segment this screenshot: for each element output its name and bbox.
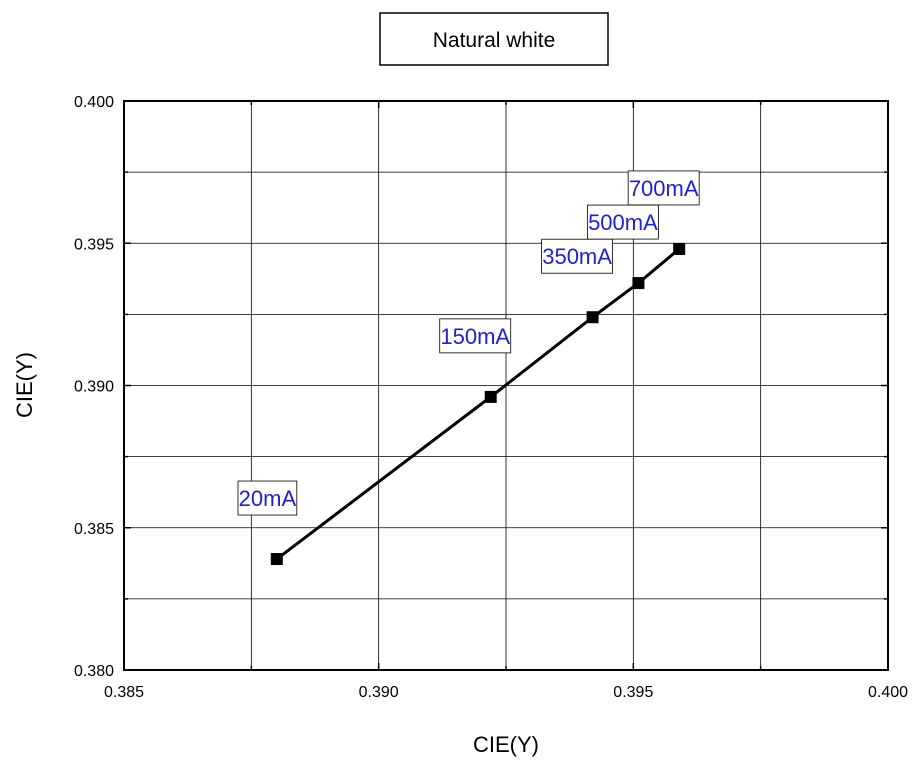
y-tick-label: 0.400: [74, 94, 114, 111]
axis-ticks: [123, 100, 889, 671]
x-tick-label: 0.390: [359, 684, 399, 701]
point-label-box: [627, 170, 700, 206]
legend-box: [379, 12, 609, 66]
data-markers: [270, 242, 686, 566]
series-line-path: [275, 247, 681, 561]
point-label-box: [439, 318, 512, 354]
data-point-marker: [673, 242, 686, 255]
data-point-marker: [586, 311, 599, 324]
point-label-text: 500mA: [588, 210, 658, 235]
data-point-marker: [632, 277, 645, 290]
y-tick-label: 0.390: [74, 379, 114, 396]
point-label-box: [237, 480, 298, 516]
y-tick-label: 0.380: [74, 663, 114, 680]
x-tick-label: 0.385: [104, 684, 144, 701]
point-label-box: [587, 204, 659, 240]
x-tick-label: 0.395: [613, 684, 653, 701]
x-axis-title: CIE(Y): [473, 732, 539, 757]
x-tick-labels: 0.385 0.390 0.395 0.400: [104, 684, 908, 701]
point-label-text: 350mA: [542, 244, 612, 269]
point-label: 350mA: [541, 238, 613, 274]
y-tick-label: 0.395: [74, 236, 114, 253]
point-label: 150mA: [439, 318, 512, 354]
point-label-text: 150mA: [440, 324, 510, 349]
y-tick-labels: 0.380 0.385 0.390 0.395 0.400: [74, 94, 114, 680]
point-label: 500mA: [587, 204, 659, 240]
point-label-text: 20mA: [239, 486, 297, 511]
data-point-marker: [484, 390, 497, 403]
point-label-box: [541, 238, 613, 274]
point-labels: 20mA 150mA 350mA 500mA 700mA: [237, 170, 700, 516]
point-label: 700mA: [627, 170, 700, 206]
point-label-text: 700mA: [629, 176, 699, 201]
legend-entry: Natural white: [433, 29, 556, 52]
y-tick-label: 0.385: [74, 521, 114, 538]
legend: Natural white: [379, 12, 609, 66]
point-label: 20mA: [237, 480, 298, 516]
data-point-marker: [270, 553, 283, 566]
x-tick-label: 0.400: [868, 684, 908, 701]
y-axis-title: CIE(Y): [12, 352, 37, 418]
series-line: [275, 247, 681, 561]
